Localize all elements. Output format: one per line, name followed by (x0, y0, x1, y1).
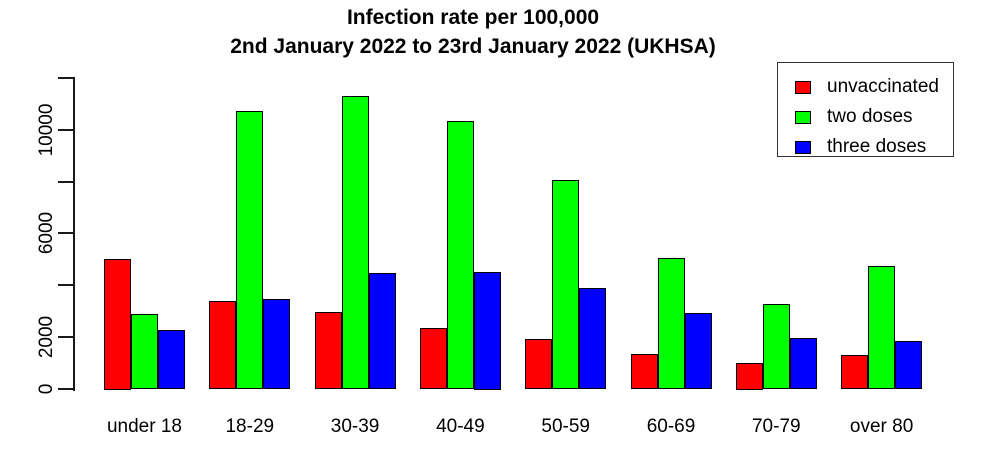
bar-three-doses-over-80 (895, 340, 923, 390)
legend: unvaccinated two doses three doses (777, 62, 954, 157)
bar-three-doses-18-29 (263, 298, 291, 390)
legend-swatch-three-doses (795, 140, 811, 154)
bar-three-doses-40-49 (473, 272, 501, 390)
y-axis-tick (58, 77, 73, 79)
chart-title-line2: 2nd January 2022 to 23rd January 2022 (U… (230, 35, 716, 58)
bar-two-doses-70-79 (762, 304, 790, 390)
x-axis-label-50-59: 50-59 (541, 416, 590, 437)
bar-two-doses-18-29 (236, 110, 264, 390)
y-axis-tick-label: 2000 (36, 315, 57, 358)
bar-unvaccinated-18-29 (209, 300, 237, 390)
y-axis (73, 77, 75, 391)
y-axis-tick (58, 335, 73, 338)
x-axis-label-18-29: 18-29 (225, 416, 275, 437)
legend-label-unvaccinated: unvaccinated (827, 76, 939, 97)
y-axis-tick (58, 180, 73, 183)
bar-three-doses-50-59 (579, 288, 607, 390)
x-axis-label-under-18: under 18 (106, 416, 182, 437)
bar-unvaccinated-60-69 (630, 354, 658, 390)
x-axis-label-40-49: 40-49 (436, 416, 485, 437)
bar-unvaccinated-70-79 (735, 362, 763, 390)
bar-two-doses-over-80 (868, 265, 896, 390)
bar-unvaccinated-under-18 (104, 259, 131, 390)
y-axis-tick (58, 128, 73, 131)
legend-item-unvaccinated: unvaccinated (778, 72, 953, 102)
bar-two-doses-50-59 (552, 180, 580, 390)
bar-three-doses-70-79 (789, 338, 817, 390)
y-axis-tick-label: 10000 (36, 103, 57, 157)
bar-unvaccinated-over-80 (841, 354, 869, 390)
bar-two-doses-40-49 (446, 121, 474, 390)
bar-two-doses-60-69 (657, 258, 685, 390)
y-axis-tick (58, 284, 73, 286)
x-axis-label-60-69: 60-69 (646, 416, 696, 437)
bar-two-doses-30-39 (341, 96, 369, 390)
y-axis-tick (58, 232, 73, 235)
bar-unvaccinated-50-59 (525, 339, 553, 390)
y-axis-tick-label: 6000 (36, 212, 57, 255)
legend-label-three-doses: three doses (827, 136, 927, 157)
legend-item-two-doses: two doses (778, 102, 953, 132)
x-axis-label-30-39: 30-39 (330, 416, 380, 437)
bar-unvaccinated-30-39 (314, 311, 342, 390)
chart-title-line1: Infection rate per 100,000 (346, 6, 600, 29)
bar-three-doses-30-39 (368, 272, 396, 390)
y-axis-tick (58, 387, 73, 390)
bar-two-doses-under-18 (131, 314, 158, 390)
legend-item-three-doses: three doses (778, 132, 953, 162)
x-axis-label-over-80: over 80 (849, 416, 914, 437)
legend-swatch-two-doses (795, 110, 811, 124)
bar-three-doses-60-69 (684, 312, 712, 390)
x-axis-label-70-79: 70-79 (751, 416, 801, 437)
legend-swatch-unvaccinated (795, 80, 811, 94)
bar-unvaccinated-40-49 (419, 327, 447, 390)
legend-label-two-doses: two doses (827, 106, 913, 127)
chart-title: Infection rate per 100,000 2nd January 2… (0, 3, 946, 61)
bar-three-doses-under-18 (158, 330, 185, 390)
